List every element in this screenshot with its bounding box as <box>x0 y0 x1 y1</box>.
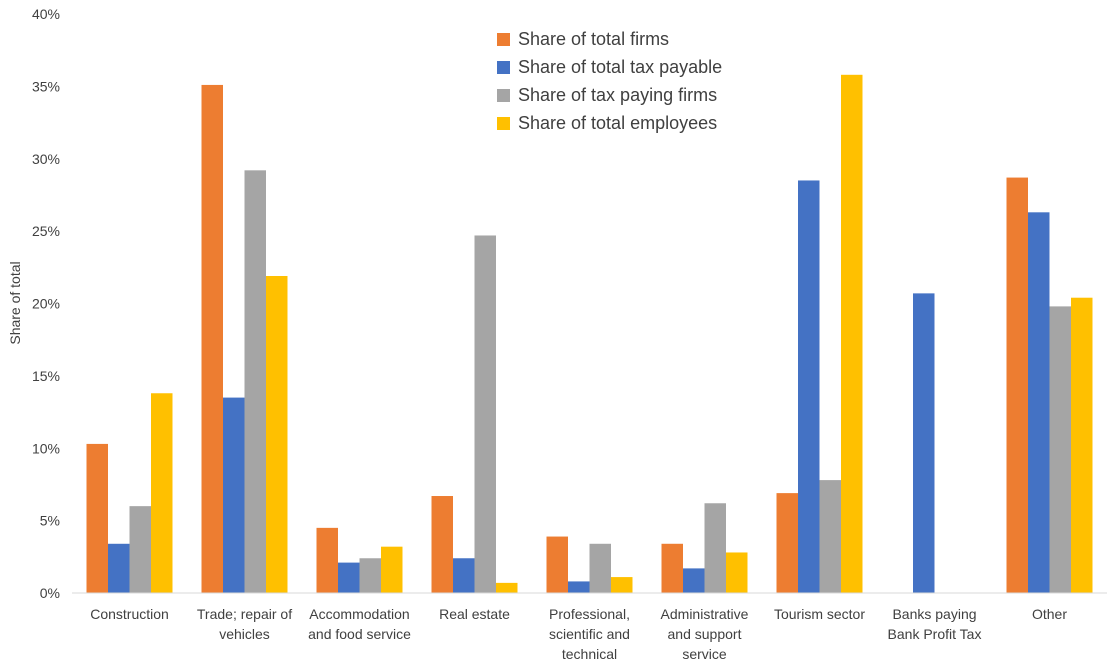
bar <box>841 74 863 594</box>
y-tick-label: 20% <box>32 296 60 312</box>
bar <box>1028 212 1050 593</box>
bar <box>819 480 841 593</box>
bar <box>568 581 590 593</box>
y-tick-label: 25% <box>32 223 60 239</box>
bar <box>496 582 518 593</box>
bar <box>704 503 726 593</box>
legend-swatch <box>497 33 510 46</box>
y-tick-label: 35% <box>32 78 60 94</box>
bar <box>151 393 173 593</box>
legend-swatch <box>497 117 510 130</box>
legend-label: Share of total tax payable <box>518 57 722 77</box>
x-category-label: Accommodation and food service <box>308 606 411 642</box>
y-axis-tick-labels: 0% 5% 10% 15% 20% 25% 30% 35% 40% <box>32 6 60 601</box>
bar <box>1006 177 1028 593</box>
x-category-label: Professional, scientific and technical <box>549 606 630 662</box>
bar <box>1049 306 1071 593</box>
legend-swatch <box>497 61 510 74</box>
x-category-label: Other <box>1032 606 1067 622</box>
bar <box>86 443 108 593</box>
x-category-label: Tourism sector <box>774 606 865 622</box>
x-category-label: Construction <box>90 606 169 622</box>
y-axis-title: Share of total <box>7 261 23 344</box>
legend-label: Share of tax paying firms <box>518 85 717 105</box>
bar <box>223 397 245 593</box>
bar <box>683 568 705 593</box>
bar <box>798 180 820 593</box>
legend-label: Share of total employees <box>518 113 717 133</box>
bar <box>338 562 360 593</box>
x-category-label: Real estate <box>439 606 510 622</box>
legend-swatch <box>497 89 510 102</box>
bar <box>359 558 381 593</box>
bar <box>453 558 475 593</box>
bar <box>546 536 568 593</box>
x-axis-category-labels: Construction Trade; repair of vehicles Acco… <box>90 606 1067 662</box>
bar <box>316 527 338 593</box>
legend-label: Share of total firms <box>518 29 669 49</box>
legend: Share of total firms Share of total tax p… <box>497 29 722 133</box>
bar <box>201 84 223 594</box>
bar <box>776 493 798 593</box>
y-tick-label: 0% <box>40 585 60 601</box>
bar <box>1071 297 1093 593</box>
y-tick-label: 5% <box>40 513 60 529</box>
x-category-label: Administrative and support service <box>661 606 749 662</box>
bar <box>108 543 130 593</box>
bar <box>474 235 496 593</box>
bar <box>266 276 288 593</box>
bar <box>129 506 151 593</box>
y-tick-label: 30% <box>32 151 60 167</box>
bar <box>589 543 611 593</box>
y-tick-label: 10% <box>32 440 60 456</box>
bar <box>661 543 683 593</box>
bar <box>381 546 403 593</box>
bar <box>244 170 266 593</box>
bar <box>611 577 633 593</box>
x-category-label: Trade; repair of vehicles <box>197 606 292 642</box>
bar <box>726 552 748 593</box>
y-tick-label: 40% <box>32 6 60 22</box>
bar <box>431 496 453 593</box>
bar <box>913 293 935 593</box>
x-category-label: Banks paying Bank Profit Tax <box>888 606 982 642</box>
bars <box>86 74 1093 594</box>
y-tick-label: 15% <box>32 368 60 384</box>
